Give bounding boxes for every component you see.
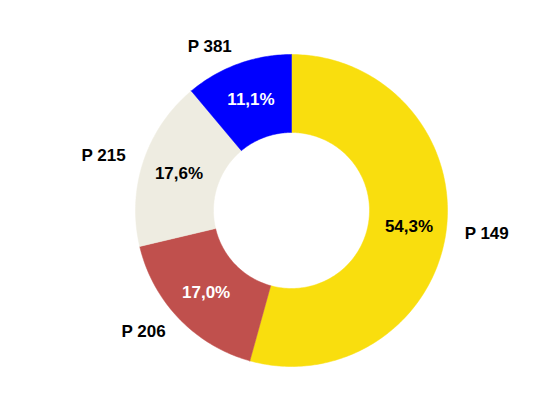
svg-text:54,3%: 54,3% xyxy=(385,217,433,236)
svg-text:P 149: P 149 xyxy=(465,224,509,243)
svg-text:P 206: P 206 xyxy=(122,322,166,341)
svg-text:P 215: P 215 xyxy=(82,146,126,165)
svg-text:17,6%: 17,6% xyxy=(155,164,203,183)
svg-text:17,0%: 17,0% xyxy=(182,283,230,302)
svg-text:11,1%: 11,1% xyxy=(227,90,274,109)
svg-text:P 381: P 381 xyxy=(188,37,232,56)
